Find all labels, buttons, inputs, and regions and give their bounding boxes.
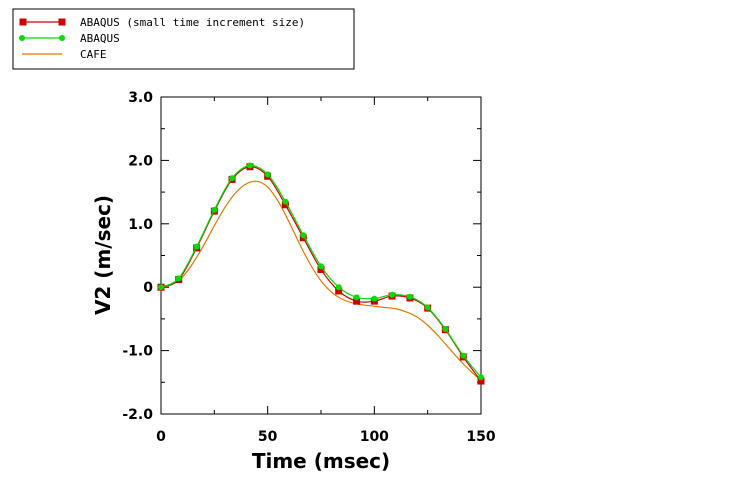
x-tick-label: 0 [156, 429, 166, 445]
data-point-abaqus [460, 352, 467, 359]
data-point-abaqus [211, 206, 218, 213]
data-point-abaqus [175, 275, 182, 282]
data-point-abaqus [282, 198, 289, 205]
x-axis-title: Time (msec) [252, 449, 390, 473]
data-point-abaqus [300, 232, 307, 239]
data-point-abaqus [335, 284, 342, 291]
data-point-abaqus-small-time-increment-size [353, 297, 361, 305]
data-point-abaqus [389, 291, 396, 298]
series-group [157, 162, 485, 385]
data-point-abaqus [229, 175, 236, 182]
data-point-abaqus [442, 326, 449, 333]
x-ticks: 0 50 100 150 [156, 97, 496, 445]
data-point-abaqus [246, 162, 253, 169]
data-point-abaqus-small-time-increment-size [317, 265, 325, 273]
y-axis-title: V2 (m/sec) [91, 195, 115, 315]
data-point-abaqus-small-time-increment-size [477, 377, 485, 385]
legend-label-abaqus-small-time-increment-size: ABAQUS (small time increment size) [80, 16, 305, 29]
data-point-abaqus-small-time-increment-size [281, 201, 289, 209]
y-ticks: -2.0 -1.0 0 1.0 2.0 3.0 [122, 90, 481, 423]
legend-label-cafe: CAFE [80, 48, 107, 61]
data-point-abaqus [158, 284, 164, 291]
data-point-abaqus [371, 295, 378, 302]
data-point-abaqus-small-time-increment-size [335, 287, 343, 295]
data-point-abaqus [318, 263, 324, 270]
y-tick-label: -2.0 [122, 407, 153, 423]
legend-label-abaqus: ABAQUS [80, 32, 120, 45]
data-point-abaqus [193, 243, 200, 250]
y-tick-label: 3.0 [128, 90, 153, 106]
x-tick-label: 100 [360, 429, 389, 445]
y-tick-label: 2.0 [128, 153, 153, 169]
legend-marker-abaqus-small-time-increment-size [19, 18, 27, 26]
legend-box [12, 8, 355, 70]
y-tick-label: -1.0 [122, 344, 153, 360]
x-tick-label: 50 [258, 429, 278, 445]
plot-frame [160, 96, 482, 415]
data-point-abaqus [424, 304, 431, 311]
legend-marker-abaqus [59, 35, 65, 41]
legend-marker-abaqus [19, 35, 25, 41]
data-point-abaqus [353, 294, 360, 301]
data-point-abaqus [478, 374, 484, 381]
series-line-cafe [160, 180, 482, 381]
data-point-abaqus [264, 171, 271, 178]
legend-marker-abaqus-small-time-increment-size [58, 18, 66, 26]
series-line-abaqus-small-time-increment-size [160, 166, 482, 382]
x-tick-label: 150 [466, 429, 495, 445]
data-point-abaqus [406, 293, 413, 300]
y-tick-label: 1.0 [128, 217, 153, 233]
legend: ABAQUS (small time increment size) ABAQUS… [19, 16, 305, 61]
y-tick-label: 0 [143, 280, 153, 296]
